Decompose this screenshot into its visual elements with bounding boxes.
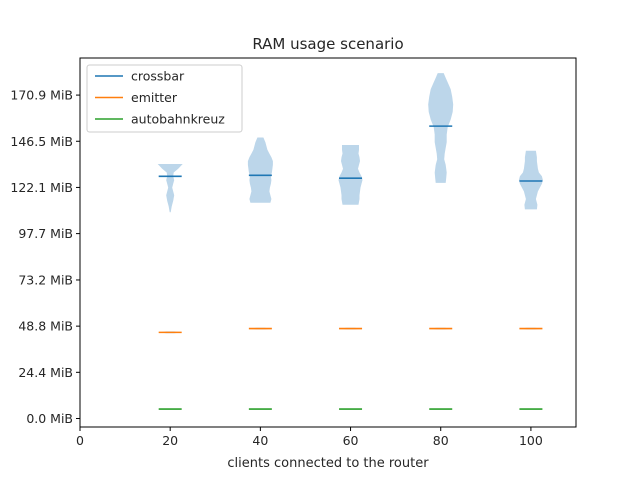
violin-crossbar-100 xyxy=(518,150,543,210)
y-axis: 0.0 MiB 24.4 MiB 48.8 MiB 73.2 MiB 97.7 MiB 1… xyxy=(10,88,80,426)
violin-crossbar-80 xyxy=(428,73,454,183)
legend-label-emitter: emitter xyxy=(131,90,178,105)
y-tick-label: 170.9 MiB xyxy=(10,88,73,103)
legend: crossbar emitter autobahnkreuz xyxy=(86,64,243,133)
violin-crossbar-40 xyxy=(247,137,273,203)
x-tick-label: 40 xyxy=(252,433,268,448)
x-tick-label: 80 xyxy=(433,433,449,448)
legend-label-crossbar: crossbar xyxy=(131,69,185,84)
chart-title: RAM usage scenario xyxy=(252,35,403,53)
y-tick-label: 73.2 MiB xyxy=(18,272,73,287)
x-tick-label: 20 xyxy=(162,433,178,448)
x-tick-label: 0 xyxy=(76,433,84,448)
y-tick-label: 48.8 MiB xyxy=(18,319,73,334)
plot-area-frame xyxy=(79,57,577,428)
mean-markers xyxy=(158,125,543,410)
y-tick-label: 0.0 MiB xyxy=(26,411,73,426)
y-tick-label: 97.7 MiB xyxy=(18,226,73,241)
y-tick-label: 24.4 MiB xyxy=(18,365,73,380)
legend-label-autobahnkreuz: autobahnkreuz xyxy=(131,112,225,127)
violin-crossbar-60 xyxy=(338,145,363,205)
x-tick-label: 60 xyxy=(343,433,359,448)
y-tick-label: 146.5 MiB xyxy=(10,134,73,149)
x-axis: 0 20 40 60 80 100 xyxy=(76,427,543,448)
y-tick-label: 122.1 MiB xyxy=(10,180,73,195)
violin-crossbar-20 xyxy=(157,164,183,213)
x-tick-label: 100 xyxy=(519,433,543,448)
legend-box xyxy=(86,64,243,133)
x-axis-title: clients connected to the router xyxy=(227,456,429,471)
